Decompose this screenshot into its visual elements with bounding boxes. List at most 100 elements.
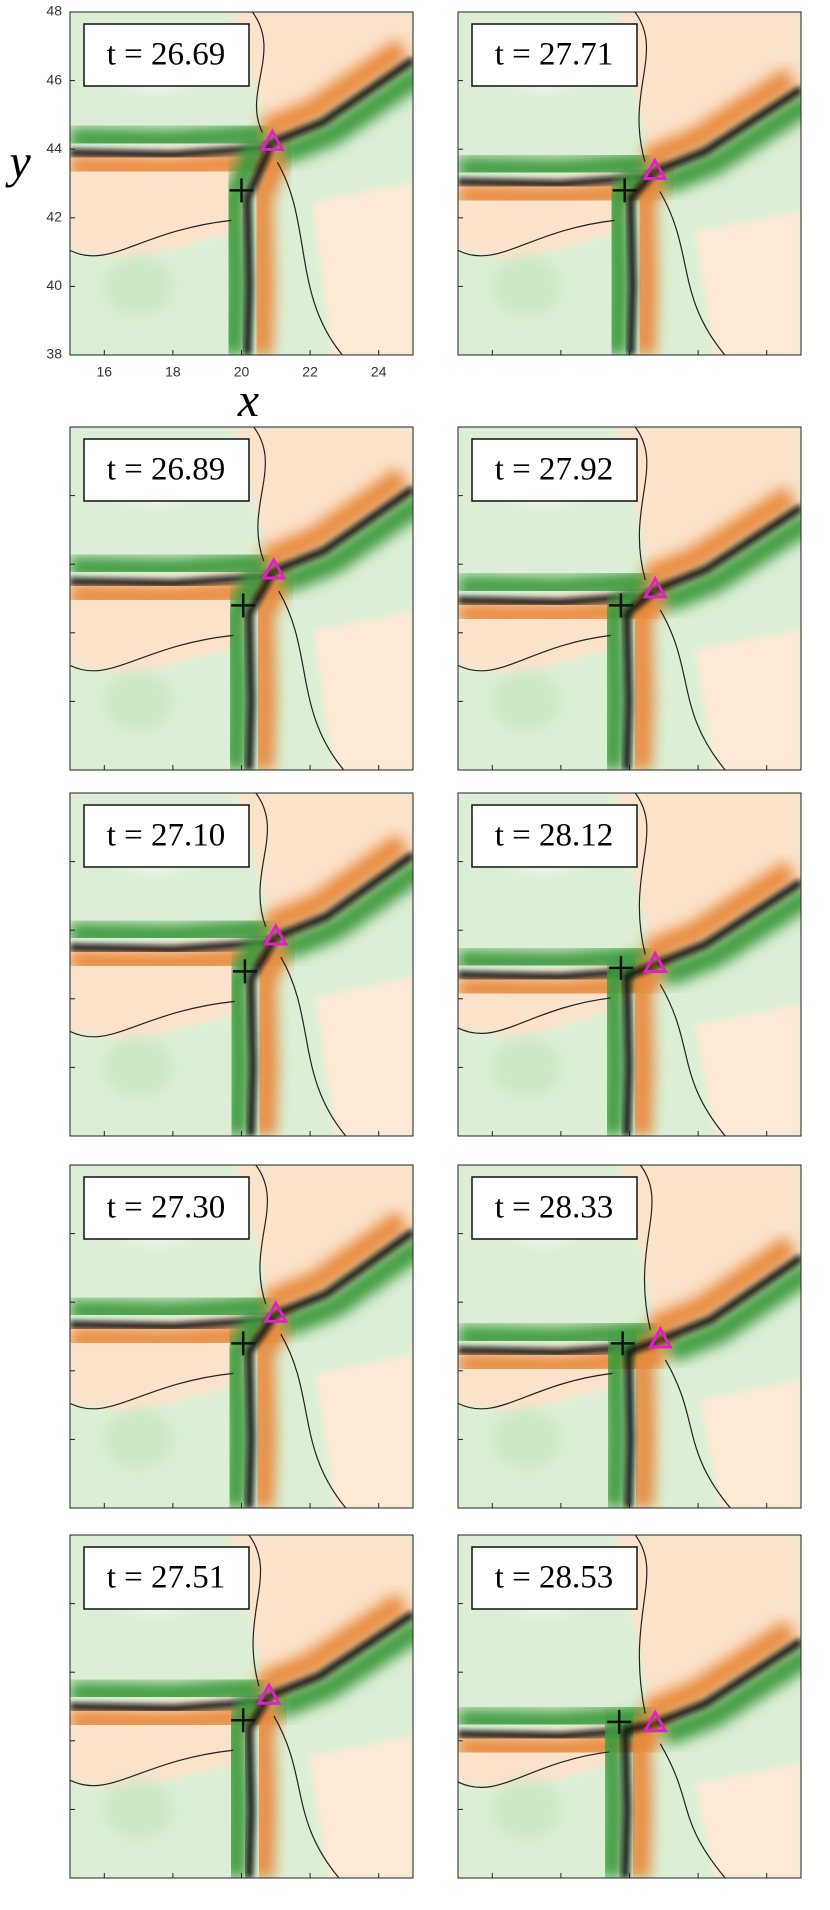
- orange-band: [641, 860, 797, 963]
- orange-region: [235, 793, 413, 938]
- label-box: [83, 438, 250, 502]
- triangle-marker: [256, 1682, 282, 1705]
- green-band: [70, 1290, 282, 1324]
- green-band: [222, 137, 269, 355]
- orange-region: [615, 427, 801, 590]
- white-patch: [103, 671, 174, 732]
- plus-marker: [231, 1708, 256, 1733]
- green-band: [278, 65, 413, 165]
- orange-band: [646, 1236, 798, 1339]
- ridge-core: [653, 879, 801, 968]
- white-patch: [103, 256, 174, 317]
- orange-region: [312, 182, 413, 355]
- green-band: [661, 887, 801, 987]
- ridge-core: [245, 1312, 279, 1508]
- y-tick-label: 42: [46, 209, 62, 225]
- label-box: [83, 804, 250, 868]
- contour: [70, 1535, 340, 1878]
- orange-region: [308, 1736, 413, 1878]
- white-patch: [103, 1779, 174, 1840]
- x-tick-label: 22: [302, 364, 318, 380]
- triangle-marker: [642, 950, 668, 973]
- contour: [70, 427, 345, 770]
- contour: [70, 12, 343, 355]
- plus-marker: [608, 955, 633, 980]
- white-patch: [103, 1037, 174, 1098]
- time-label: t = 28.12: [495, 818, 614, 854]
- orange-region: [694, 211, 801, 355]
- time-label: t = 28.53: [495, 1560, 614, 1596]
- orange-region: [232, 12, 413, 143]
- ridge-core: [627, 169, 658, 355]
- plus-marker: [231, 1331, 256, 1356]
- time-label: t = 27.30: [107, 1190, 226, 1226]
- label-box: [471, 804, 638, 868]
- field: [458, 793, 801, 1136]
- label-box: [83, 23, 250, 87]
- ridge-core: [623, 587, 658, 770]
- plus-marker: [232, 959, 257, 984]
- contour: [458, 1165, 731, 1508]
- orange-region: [615, 1535, 801, 1724]
- orange-region: [313, 611, 413, 770]
- label-box: [471, 438, 638, 502]
- time-label: t = 27.10: [107, 818, 226, 854]
- ridge-core: [653, 1638, 801, 1727]
- label-box: [83, 1176, 250, 1240]
- panel: t = 27.51: [69, 1534, 414, 1879]
- green-band: [281, 860, 413, 960]
- orange-band: [641, 486, 797, 589]
- contour: [458, 793, 726, 1136]
- time-label: t = 27.71: [495, 37, 614, 73]
- orange-band: [640, 67, 797, 170]
- green-band: [274, 1619, 413, 1719]
- green-band: [224, 1307, 271, 1508]
- panel: t = 27.71: [457, 11, 802, 356]
- contour: [458, 427, 726, 770]
- contour: [70, 793, 347, 1136]
- ridge-core: [247, 935, 279, 1136]
- ridge-core: [623, 961, 657, 1136]
- orange-region: [695, 629, 801, 770]
- time-label: t = 27.92: [495, 452, 614, 488]
- ridge-core: [245, 569, 277, 770]
- panel: t = 28.33: [457, 1164, 802, 1509]
- ridge-core: [274, 851, 413, 941]
- orange-region: [700, 1379, 801, 1508]
- panel: t = 28.53: [457, 1534, 802, 1879]
- triangle-marker: [642, 1709, 668, 1733]
- green-band: [661, 512, 801, 613]
- y-tick-label: 40: [46, 277, 62, 293]
- green-band: [603, 1329, 651, 1508]
- y-tick-label: 38: [46, 346, 62, 362]
- orange-region: [315, 977, 413, 1136]
- panel: t = 26.89: [69, 426, 414, 771]
- orange-band: [253, 931, 300, 1136]
- green-band: [224, 1690, 265, 1878]
- orange-region: [695, 1763, 801, 1878]
- green-band: [605, 164, 650, 355]
- orange-band: [252, 1690, 293, 1878]
- time-label: t = 28.33: [495, 1190, 614, 1226]
- contour: [70, 1165, 347, 1508]
- green-band: [279, 494, 413, 594]
- plus-marker: [229, 178, 254, 203]
- triangle-marker: [642, 575, 668, 599]
- orange-band: [258, 38, 410, 141]
- label-box: [471, 23, 638, 87]
- orange-band: [261, 833, 410, 936]
- green-band: [70, 547, 280, 581]
- y-axis-label: y: [4, 135, 31, 188]
- x-axis-label: x: [237, 374, 259, 427]
- plus-marker: [608, 593, 633, 618]
- green-band: [70, 118, 279, 152]
- green-band: [70, 1672, 275, 1706]
- white-patch: [491, 256, 562, 317]
- green-band: [281, 1237, 413, 1337]
- orange-region: [615, 793, 801, 965]
- green-band: [660, 94, 801, 194]
- orange-region: [235, 1165, 413, 1315]
- triangle-marker: [642, 157, 668, 180]
- orange-band: [629, 581, 677, 770]
- y-tick-label: 48: [46, 3, 62, 19]
